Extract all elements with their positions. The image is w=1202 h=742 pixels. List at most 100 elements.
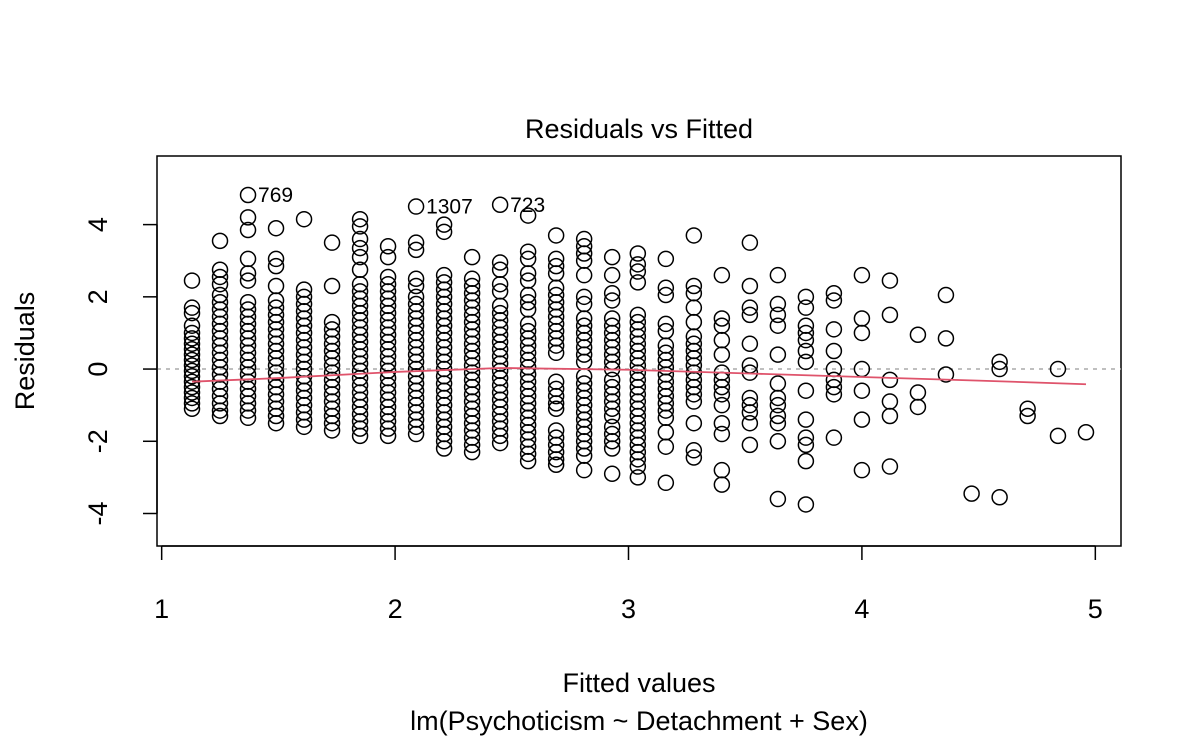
- data-point: [239, 272, 257, 289]
- data-point: [239, 402, 257, 419]
- data-point: [491, 427, 509, 445]
- point-label: 1307: [426, 196, 473, 219]
- data-point: [769, 414, 787, 432]
- data-point: [547, 456, 565, 473]
- data-point: [575, 266, 593, 284]
- data-point: [603, 248, 621, 266]
- y-axis: -4 -2 0 2 4: [83, 217, 158, 526]
- data-point: [825, 378, 843, 396]
- data-point: [825, 284, 843, 302]
- x-tick-label: 2: [388, 594, 403, 624]
- data-point: [657, 315, 675, 333]
- data-point: [881, 407, 899, 425]
- data-point: [491, 254, 509, 271]
- data-point: [519, 243, 537, 260]
- data-point: [713, 425, 731, 443]
- data-point: [797, 429, 815, 446]
- data-point: [239, 250, 257, 268]
- data-point: [991, 360, 1008, 378]
- data-point: [629, 451, 647, 468]
- y-tick-label: -2: [83, 429, 113, 453]
- data-point: [937, 366, 955, 383]
- data-point: [435, 216, 453, 233]
- data-point: [881, 393, 899, 410]
- data-point: [713, 310, 731, 327]
- data-point: [519, 207, 537, 224]
- point-label: 723: [510, 194, 545, 217]
- data-point: [183, 304, 201, 322]
- data-point: [575, 461, 593, 479]
- data-point: [797, 382, 815, 399]
- data-point: [323, 414, 341, 432]
- data-point: [769, 317, 787, 334]
- data-point: [351, 248, 369, 266]
- data-point: [575, 245, 593, 262]
- data-point: [267, 219, 285, 237]
- data-point: [183, 335, 201, 353]
- data-point: [491, 275, 509, 293]
- data-point: [713, 461, 731, 479]
- data-point: [657, 250, 675, 268]
- data-point: [603, 400, 621, 418]
- data-point: [629, 263, 647, 280]
- data-point: [183, 330, 201, 347]
- data-point: [379, 238, 397, 255]
- data-point: [183, 272, 201, 289]
- data-point: [629, 256, 647, 273]
- data-point: [295, 210, 313, 228]
- data-point: [769, 389, 787, 407]
- data-point: [769, 407, 787, 425]
- data-point: [407, 277, 425, 295]
- data-point: [183, 299, 201, 316]
- chart-subtitle: lm(Psychoticism ~ Detachment + Sex): [410, 706, 868, 736]
- data-point: [713, 414, 731, 432]
- x-tick-label: 3: [621, 594, 636, 624]
- data-point: [519, 445, 537, 463]
- data-point: [211, 402, 229, 419]
- data-point: [323, 277, 341, 295]
- data-point: [323, 234, 341, 251]
- data-point: [183, 346, 201, 363]
- data-point: [211, 275, 229, 293]
- data-point: [183, 362, 201, 380]
- data-point: [741, 335, 759, 353]
- y-axis-label: Residuals: [10, 292, 40, 411]
- data-point: [1019, 407, 1036, 425]
- data-point: [769, 266, 787, 284]
- data-point: [741, 436, 759, 454]
- x-tick-label: 5: [1088, 594, 1103, 624]
- y-tick-label: 0: [83, 362, 113, 377]
- data-point: [211, 232, 229, 250]
- data-point: [741, 234, 759, 251]
- data-point: [183, 368, 201, 385]
- data-point: [1077, 424, 1095, 441]
- data-point: [629, 274, 647, 291]
- data-point: [603, 292, 621, 309]
- data-point: [435, 223, 453, 241]
- data-point: [741, 306, 759, 324]
- data-point: [575, 288, 593, 306]
- chart-title: Residuals vs Fitted: [525, 114, 753, 144]
- data-point: [1049, 360, 1067, 378]
- data-point: [741, 299, 759, 316]
- data-point: [463, 443, 481, 461]
- data-point: [183, 378, 201, 396]
- data-point: [603, 284, 621, 302]
- data-point: [547, 451, 565, 468]
- data-point: [909, 398, 927, 416]
- data-point: [603, 407, 621, 425]
- data-point: [379, 420, 397, 437]
- data-point: [183, 389, 201, 407]
- y-tick-label: 4: [83, 217, 113, 232]
- data-point: [351, 210, 369, 228]
- data-point: [351, 218, 369, 235]
- data-point: [267, 407, 285, 425]
- data-point: [881, 306, 899, 324]
- data-point: [713, 331, 731, 349]
- data-point: [435, 440, 453, 457]
- data-point: [797, 353, 815, 371]
- data-point: [323, 422, 341, 439]
- data-point: [295, 418, 313, 436]
- data-point: [183, 324, 201, 342]
- data-point: [741, 404, 759, 421]
